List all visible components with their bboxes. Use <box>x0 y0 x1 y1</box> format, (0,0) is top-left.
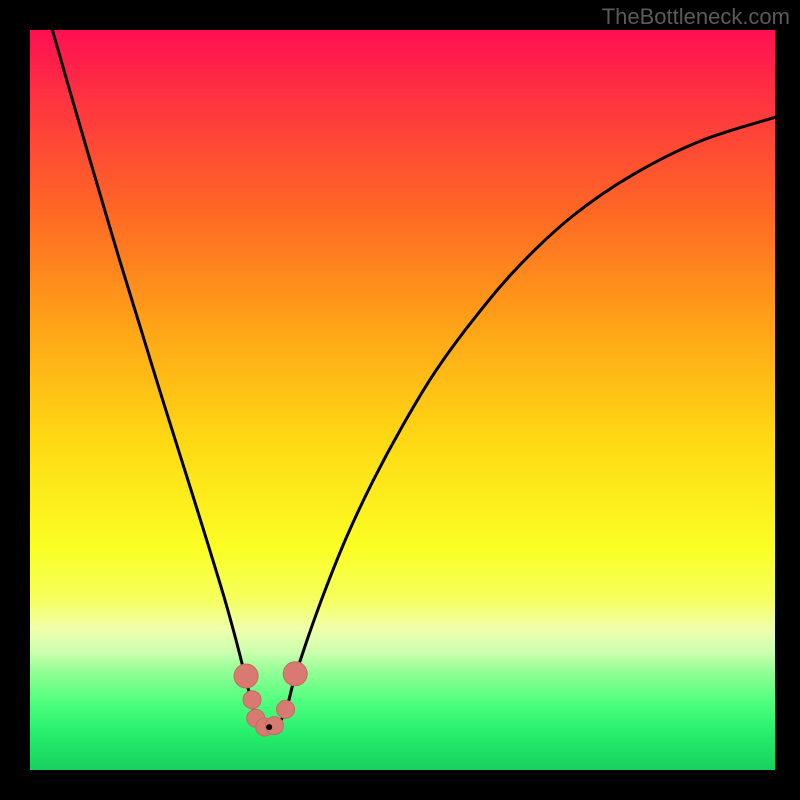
valley-marker-0 <box>234 664 258 688</box>
valley-marker-1 <box>243 691 261 709</box>
valley-marker-6 <box>283 662 307 686</box>
watermark-text: TheBottleneck.com <box>602 4 790 30</box>
chart-plot-area <box>30 30 775 770</box>
center-dot <box>266 724 272 730</box>
bottleneck-curve <box>52 30 775 730</box>
curve-overlay <box>30 30 775 770</box>
valley-marker-5 <box>277 700 295 718</box>
